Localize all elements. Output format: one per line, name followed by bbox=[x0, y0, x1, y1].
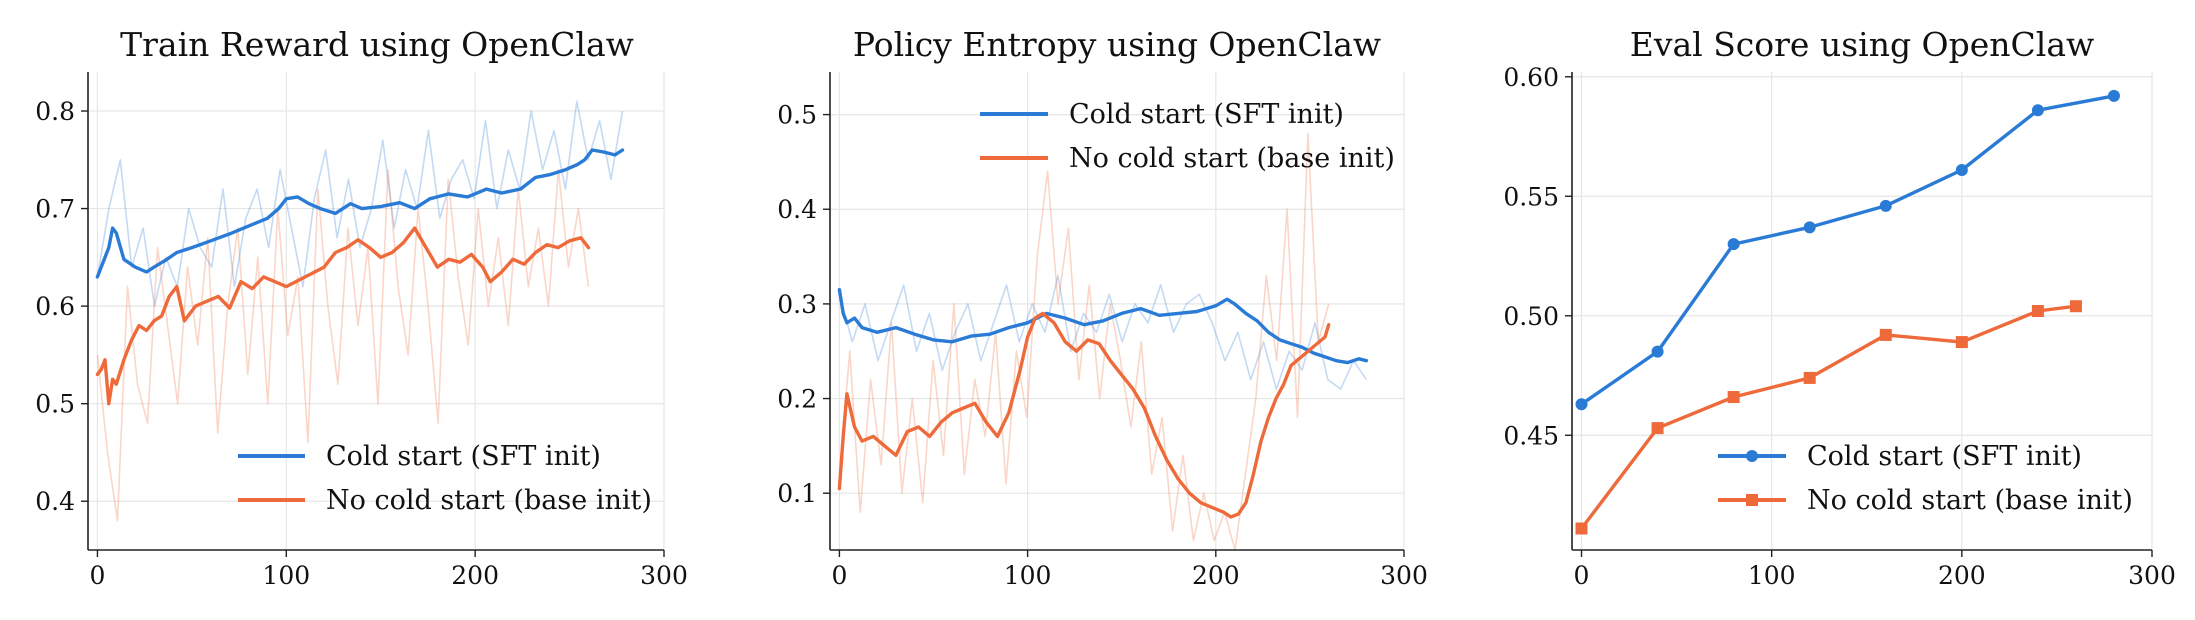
y-tick-label: 0.6 bbox=[35, 292, 75, 321]
legend: Cold start (SFT init) No cold start (bas… bbox=[1718, 441, 2133, 516]
series-line-1 bbox=[1579, 304, 2078, 531]
x-tick-label: 0 bbox=[831, 561, 847, 590]
x-tick-label: 100 bbox=[1748, 561, 1796, 590]
legend-marker-square bbox=[1746, 494, 1758, 506]
axes bbox=[87, 72, 664, 551]
legend-label-cold-start: Cold start (SFT init) bbox=[1069, 99, 1344, 130]
raw-series bbox=[838, 132, 1368, 551]
legend: Cold start (SFT init) No cold start (bas… bbox=[238, 441, 652, 516]
legend-label-no-cold-start: No cold start (base init) bbox=[1069, 143, 1395, 174]
legend-label-no-cold-start: No cold start (base init) bbox=[1807, 485, 2133, 516]
legend-label-cold-start: Cold start (SFT init) bbox=[1807, 441, 2082, 472]
panel-train-reward: 0 100 200 300 0.4 0.5 0.6 0.7 0.8 Train Reward u… bbox=[35, 25, 688, 590]
y-tick-label: 0.2 bbox=[777, 385, 817, 414]
smooth-series bbox=[95, 148, 625, 406]
raw-series bbox=[96, 100, 624, 522]
ticks: 0 100 200 300 0.45 0.50 0.55 0.60 bbox=[1503, 63, 2176, 590]
raw-trace-0 bbox=[96, 100, 624, 307]
raw-trace-0 bbox=[838, 274, 1368, 390]
data-point bbox=[1955, 336, 1968, 349]
data-point bbox=[1727, 391, 1740, 404]
data-point bbox=[1575, 522, 1588, 535]
ticks: 0 100 200 300 0.1 0.2 0.3 0.4 0.5 bbox=[777, 101, 1428, 590]
y-tick-label: 0.7 bbox=[35, 195, 75, 224]
x-tick-label: 0 bbox=[89, 561, 105, 590]
legend-marker-circle bbox=[1746, 450, 1758, 462]
x-tick-label: 200 bbox=[451, 561, 499, 590]
raw-trace-1 bbox=[838, 132, 1330, 551]
ticks: 0 100 200 300 0.4 0.5 0.6 0.7 0.8 bbox=[35, 97, 688, 590]
data-point bbox=[2031, 104, 2044, 117]
data-point bbox=[1879, 199, 1892, 212]
data-point bbox=[1575, 398, 1588, 411]
data-point bbox=[1955, 163, 1968, 176]
raw-trace-1 bbox=[96, 168, 590, 522]
data-point bbox=[1651, 422, 1664, 435]
grid-lines bbox=[1572, 72, 2153, 550]
data-point bbox=[1651, 345, 1664, 358]
data-point bbox=[2031, 305, 2044, 317]
axes bbox=[829, 72, 1404, 551]
smooth-series bbox=[837, 288, 1369, 519]
data-point bbox=[2107, 89, 2120, 102]
y-tick-label: 0.45 bbox=[1503, 421, 1559, 450]
smooth-series bbox=[1575, 89, 2120, 535]
chart-title: Eval Score using OpenClaw bbox=[1630, 25, 2095, 64]
x-tick-label: 300 bbox=[2128, 561, 2176, 590]
x-tick-label: 100 bbox=[1004, 561, 1052, 590]
series-line-0 bbox=[1579, 94, 2116, 406]
series-line-1 bbox=[837, 311, 1331, 519]
x-tick-label: 0 bbox=[1574, 561, 1590, 590]
series-line-1 bbox=[95, 226, 591, 406]
grid-lines bbox=[830, 72, 1405, 550]
legend-label-no-cold-start: No cold start (base init) bbox=[326, 485, 652, 516]
y-tick-label: 0.60 bbox=[1503, 63, 1559, 92]
legend: Cold start (SFT init) No cold start (bas… bbox=[980, 99, 1395, 174]
legend-label-cold-start: Cold start (SFT init) bbox=[326, 441, 601, 472]
data-point bbox=[2069, 300, 2082, 313]
y-tick-label: 0.4 bbox=[35, 487, 75, 516]
y-tick-label: 0.50 bbox=[1503, 302, 1559, 331]
grid-lines bbox=[88, 72, 665, 550]
chart-title: Policy Entropy using OpenClaw bbox=[853, 25, 1381, 64]
x-tick-label: 300 bbox=[1380, 561, 1428, 590]
y-tick-label: 0.4 bbox=[777, 195, 817, 224]
data-point bbox=[1727, 238, 1740, 251]
chart-title: Train Reward using OpenClaw bbox=[120, 25, 634, 64]
panel-policy-entropy: 0 100 200 300 0.1 0.2 0.3 0.4 0.5 Policy Entropy… bbox=[777, 25, 1428, 590]
y-tick-label: 0.5 bbox=[35, 390, 75, 419]
data-point bbox=[1803, 371, 1816, 384]
y-tick-label: 0.1 bbox=[777, 479, 817, 508]
x-tick-label: 300 bbox=[640, 561, 688, 590]
data-point bbox=[1879, 328, 1892, 341]
y-tick-label: 0.55 bbox=[1503, 182, 1559, 211]
x-tick-label: 200 bbox=[1938, 561, 1986, 590]
data-point bbox=[1803, 221, 1816, 234]
x-tick-label: 200 bbox=[1192, 561, 1240, 590]
panel-eval-score: 0 100 200 300 0.45 0.50 0.55 0.60 Eval Score us… bbox=[1503, 25, 2176, 590]
series-line-0 bbox=[95, 148, 625, 279]
series-line-0 bbox=[837, 288, 1369, 365]
y-tick-label: 0.3 bbox=[777, 290, 817, 319]
y-tick-label: 0.8 bbox=[35, 97, 75, 126]
axes bbox=[1571, 72, 2152, 551]
y-tick-label: 0.5 bbox=[777, 101, 817, 130]
x-tick-label: 100 bbox=[262, 561, 310, 590]
